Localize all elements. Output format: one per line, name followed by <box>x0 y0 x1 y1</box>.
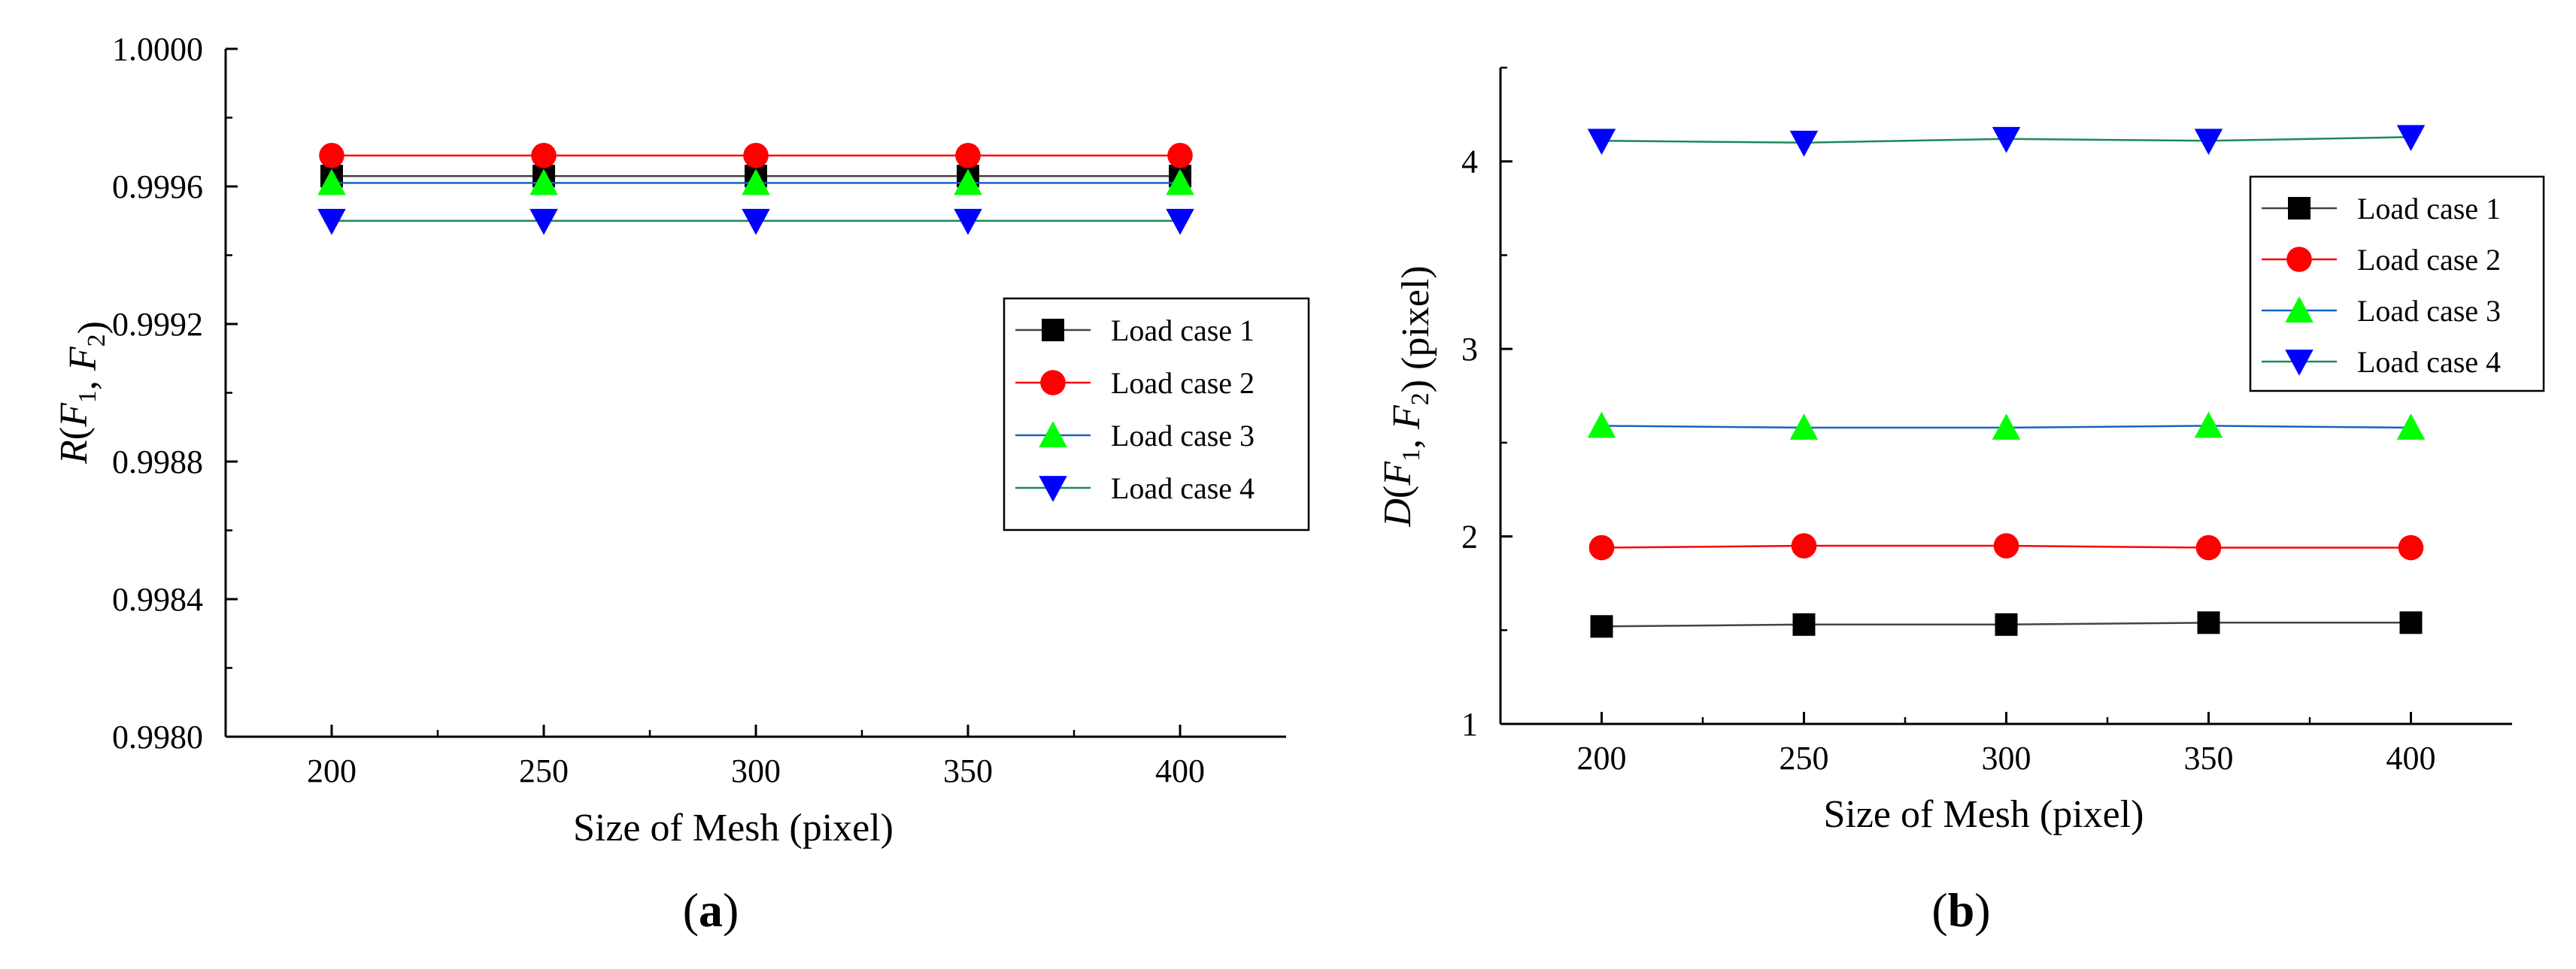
legend-marker <box>2285 350 2314 376</box>
data-point-3-3 <box>742 168 770 195</box>
legend-marker <box>1042 319 1064 341</box>
data-point-4-5 <box>2396 125 2426 152</box>
y-tick-label: 1.0000 <box>112 31 203 68</box>
data-point-2-2 <box>531 143 557 168</box>
data-point-2-4 <box>2195 534 2222 561</box>
legend-marker <box>2286 247 2312 272</box>
y-tick-label: 2 <box>1461 519 1478 556</box>
legend-marker <box>2288 197 2311 220</box>
legend-label: Load case 4 <box>1111 471 1255 505</box>
x-tick-label: 200 <box>307 752 357 789</box>
data-point-4-4 <box>2194 129 2223 156</box>
data-point-3-4 <box>2194 411 2223 438</box>
legend-label: Load case 2 <box>1111 366 1255 400</box>
data-point-3-5 <box>2396 413 2426 440</box>
y-axis-title: D(F1, F2) (pixel) <box>1376 265 1437 527</box>
y-tick-label: 0.9996 <box>112 168 203 205</box>
series-4 <box>1587 125 2426 157</box>
y-axis-title: R(F1, F2) <box>53 321 114 465</box>
series-3 <box>317 168 1194 195</box>
data-point-1-2 <box>1792 613 1816 636</box>
data-point-1-3 <box>1995 613 2018 636</box>
series-2 <box>319 143 1193 168</box>
legend: Load case 1 Load case 2 Load case 3 Load ca… <box>1003 297 1310 531</box>
data-point-3-2 <box>1789 413 1819 440</box>
y-tick-label: 3 <box>1461 331 1478 368</box>
chart-panel-b: 1 2 3 4 200 250 300 350 400 Size of Mesh (pixel) D… <box>1376 66 2545 937</box>
series-1 <box>1590 611 2423 638</box>
legend-marker <box>1039 421 1067 447</box>
legend-marker <box>1039 476 1067 502</box>
legend-label: Load case 1 <box>1111 313 1255 347</box>
legend: Load case 1 Load case 2 Load case 3 Load ca… <box>2249 175 2545 392</box>
data-point-2-3 <box>743 143 769 168</box>
x-tick-label: 250 <box>1780 740 1829 777</box>
data-point-2-3 <box>1993 533 2019 559</box>
x-tick-label: 250 <box>519 752 569 789</box>
data-point-1-4 <box>2197 611 2220 634</box>
data-point-2-1 <box>319 143 344 168</box>
data-point-3-2 <box>529 168 558 195</box>
x-tick-label: 300 <box>731 752 781 789</box>
x-tick-label: 350 <box>943 752 993 789</box>
data-point-1-5 <box>2399 611 2423 634</box>
data-point-1-1 <box>1590 615 1613 638</box>
data-point-2-2 <box>1791 533 1817 559</box>
series-3 <box>1587 411 2426 440</box>
data-point-4-2 <box>1789 130 1819 157</box>
data-point-3-1 <box>317 168 346 195</box>
data-point-2-5 <box>1167 143 1193 168</box>
y-tick-label: 4 <box>1461 144 1478 180</box>
data-point-4-4 <box>954 208 982 235</box>
data-point-4-1 <box>317 208 346 235</box>
data-point-4-2 <box>529 208 558 235</box>
y-tick-label: 0.9992 <box>112 306 203 343</box>
series-4 <box>317 208 1194 235</box>
legend-label: Load case 1 <box>2357 192 2501 226</box>
chart-panel-a: 0.9980 0.9984 0.9988 0.9992 0.9996 1.0000 200 2… <box>53 31 1310 937</box>
x-axis-title: Size of Mesh (pixel) <box>1823 793 2144 836</box>
data-point-4-5 <box>1166 208 1194 235</box>
panel-label: (a) <box>683 883 739 937</box>
data-point-4-3 <box>742 208 770 235</box>
data-point-2-5 <box>2398 534 2424 561</box>
y-tick-label: 0.9988 <box>112 444 203 480</box>
data-point-4-3 <box>1992 126 2021 153</box>
x-tick-label: 300 <box>1982 740 2031 777</box>
x-tick-label: 400 <box>2386 740 2436 777</box>
legend-label: Load case 2 <box>2357 243 2501 277</box>
data-point-3-3 <box>1992 413 2021 440</box>
series-2 <box>1588 533 2424 561</box>
x-tick-label: 350 <box>2184 740 2234 777</box>
data-point-3-4 <box>954 168 982 195</box>
data-point-2-4 <box>955 143 981 168</box>
data-point-2-1 <box>1588 534 1615 561</box>
y-tick-label: 0.9984 <box>112 581 203 618</box>
legend-marker <box>2285 296 2314 322</box>
legend-marker <box>1040 370 1066 395</box>
x-tick-label: 200 <box>1577 740 1627 777</box>
legend-label: Load case 3 <box>2357 294 2501 328</box>
y-tick-label: 1 <box>1461 706 1478 743</box>
panel-label: (b) <box>1931 883 1990 937</box>
x-axis-title: Size of Mesh (pixel) <box>573 807 894 849</box>
x-tick-label: 400 <box>1155 752 1205 789</box>
data-point-3-1 <box>1587 411 1616 438</box>
y-tick-label: 0.9980 <box>112 719 203 756</box>
data-point-4-1 <box>1587 129 1616 156</box>
data-point-3-5 <box>1166 168 1194 195</box>
legend-label: Load case 3 <box>1111 419 1255 453</box>
legend-label: Load case 4 <box>2357 345 2501 379</box>
